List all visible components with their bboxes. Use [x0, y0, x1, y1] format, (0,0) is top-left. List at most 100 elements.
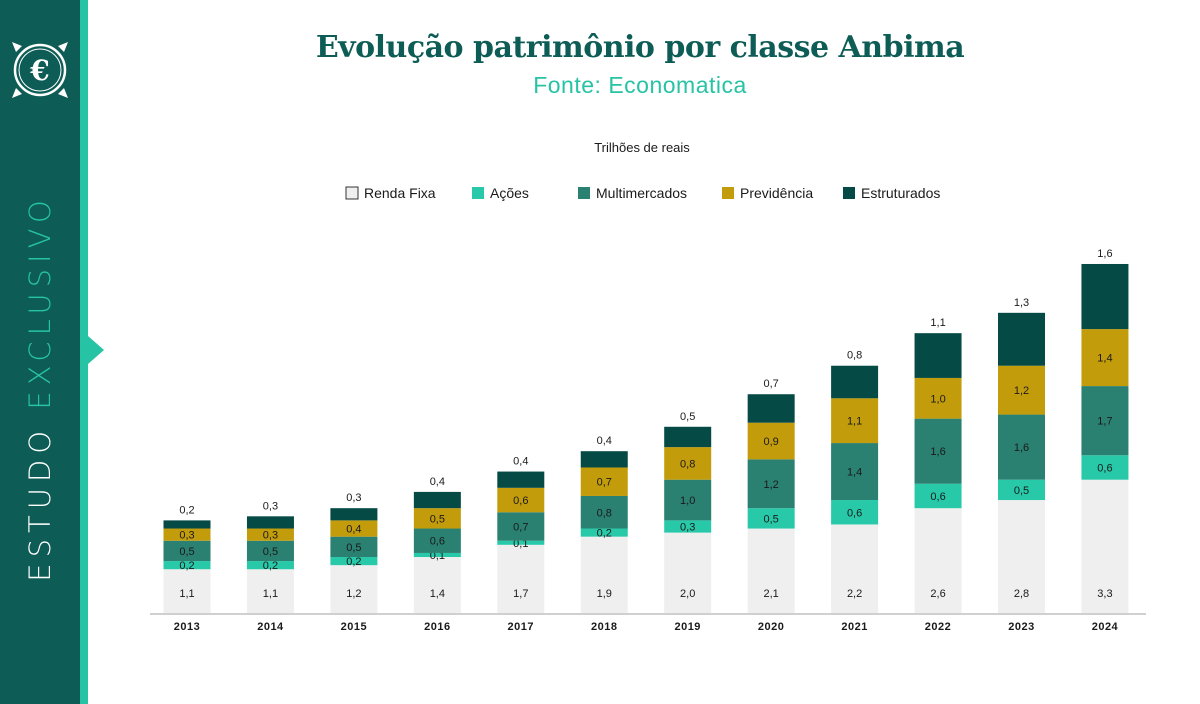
bar-segment-2023-2: [998, 414, 1045, 480]
data-label-2019-2: 1,0: [680, 495, 695, 507]
bar-segment-2016-4: [413, 491, 461, 509]
data-label-2022-0: 2,6: [930, 588, 945, 600]
data-label-2013-0: 1,1: [179, 588, 194, 600]
bar-segment-2013-1: [163, 561, 211, 570]
data-label-2022-1: 0,6: [930, 491, 945, 503]
data-label-2019-4: 0,5: [680, 411, 695, 423]
data-label-2020-1: 0,5: [764, 513, 779, 525]
data-label-2020-3: 0,9: [764, 436, 779, 448]
data-label-2016-2: 0,6: [430, 536, 445, 548]
bar-segment-2017-0: [497, 544, 545, 614]
logo-glyph: €: [29, 54, 49, 87]
bar-segment-2021-3: [831, 398, 879, 444]
data-label-2013-3: 0,3: [179, 530, 194, 542]
bar-segment-2020-1: [747, 508, 795, 529]
data-label-2018-0: 1,9: [597, 588, 612, 600]
bar-segment-2015-2: [330, 536, 378, 558]
bar-segment-2015-4: [330, 508, 378, 521]
bar-segment-2013-0: [163, 569, 211, 614]
bar-segment-2013-2: [163, 540, 211, 562]
x-tick-label-2021: 2021: [841, 621, 867, 633]
bar-segment-2018-0: [580, 536, 628, 614]
x-tick-label-2016: 2016: [424, 621, 450, 633]
bar-segment-2017-2: [497, 512, 545, 541]
bar-segment-2021-2: [831, 443, 879, 501]
data-label-2024-2: 1,7: [1097, 416, 1112, 428]
data-label-2024-0: 3,3: [1097, 588, 1112, 600]
x-tick-label-2024: 2024: [1092, 621, 1119, 633]
data-label-2022-3: 1,0: [930, 393, 945, 405]
bar-segment-2018-3: [580, 467, 628, 496]
bar-segment-2022-0: [914, 508, 962, 614]
data-label-2017-0: 1,7: [513, 588, 528, 600]
bar-segment-2019-3: [664, 447, 712, 480]
bar-segment-2018-4: [580, 451, 628, 468]
bar-segment-2022-4: [914, 333, 962, 378]
x-tick-label-2017: 2017: [508, 621, 534, 633]
data-label-2016-4: 0,4: [430, 476, 445, 488]
x-tick-label-2018: 2018: [591, 621, 617, 633]
data-label-2019-0: 2,0: [680, 588, 695, 600]
x-tick-label-2022: 2022: [925, 621, 951, 633]
bar-segment-2018-1: [580, 528, 628, 537]
bar-segment-2024-0: [1081, 479, 1129, 614]
legend-swatch-4: [843, 187, 855, 199]
data-label-2020-4: 0,7: [764, 378, 779, 390]
bar-segment-2020-4: [747, 394, 795, 423]
data-label-2017-4: 0,4: [513, 456, 528, 468]
data-label-2023-4: 1,3: [1014, 297, 1029, 309]
data-label-2020-2: 1,2: [764, 479, 779, 491]
bar-segment-2020-3: [747, 422, 795, 460]
chart-legend: Renda Fixa Ações Multimercados Previdência E…: [345, 185, 940, 201]
legend-label-4: Estruturados: [861, 185, 940, 201]
data-label-2014-2: 0,5: [263, 546, 278, 558]
bar-segment-2016-2: [413, 528, 461, 553]
bar-segment-2013-4: [163, 520, 211, 529]
bar-segment-2014-3: [246, 528, 294, 541]
data-label-2013-2: 0,5: [179, 546, 194, 558]
x-tick-label-2013: 2013: [174, 621, 200, 633]
bar-segment-2015-1: [330, 557, 378, 566]
bar-segment-2013-3: [163, 528, 211, 541]
bar-segment-2024-4: [1081, 263, 1129, 330]
data-label-2021-4: 0,8: [847, 350, 862, 362]
legend-swatch-3: [722, 187, 734, 199]
data-label-2015-2: 0,5: [346, 542, 361, 554]
sidebar-accent-stripe: [80, 0, 88, 704]
data-label-2023-1: 0,5: [1014, 485, 1029, 497]
bar-segment-2014-2: [246, 540, 294, 562]
data-label-2014-3: 0,3: [263, 530, 278, 542]
bar-segment-2016-0: [413, 557, 461, 614]
bar-segment-2023-0: [998, 500, 1045, 614]
data-label-2023-2: 1,6: [1014, 442, 1029, 454]
data-label-2016-0: 1,4: [430, 588, 445, 600]
data-label-2017-1: 0,1: [513, 538, 528, 550]
data-label-2015-1: 0,2: [346, 556, 361, 568]
bar-segment-2014-4: [246, 516, 294, 529]
bar-segment-2018-2: [580, 495, 628, 529]
bar-segment-2019-0: [664, 532, 712, 614]
sidebar: [0, 0, 80, 704]
data-label-2014-4: 0,3: [263, 500, 278, 512]
legend-swatch-1: [472, 187, 484, 199]
chart-unit-label: Trilhões de reais: [594, 140, 690, 155]
x-axis-labels: 2013 2014 2015 2016 2017 2018 2019 2020 2021 2022…: [174, 621, 1119, 633]
legend-label-2: Multimercados: [596, 185, 687, 201]
page-title: Evolução patrimônio por classe Anbima: [315, 30, 965, 65]
bar-segment-2024-3: [1081, 329, 1129, 387]
data-label-2019-1: 0,3: [680, 521, 695, 533]
bar-segment-2016-3: [413, 508, 461, 529]
x-tick-label-2023: 2023: [1008, 621, 1034, 633]
data-label-2016-3: 0,5: [430, 513, 445, 525]
data-label-2019-3: 0,8: [680, 458, 695, 470]
data-label-2024-4: 1,6: [1097, 248, 1112, 260]
data-label-2017-3: 0,6: [513, 495, 528, 507]
data-label-2013-4: 0,2: [179, 504, 194, 516]
bar-segment-2022-2: [914, 418, 962, 484]
bar-segment-2022-3: [914, 377, 962, 419]
data-label-2018-4: 0,4: [597, 435, 612, 447]
legend-label-0: Renda Fixa: [364, 185, 436, 201]
bar-segment-2020-0: [747, 528, 795, 614]
data-label-2014-0: 1,1: [263, 588, 278, 600]
data-label-2023-0: 2,8: [1014, 588, 1029, 600]
